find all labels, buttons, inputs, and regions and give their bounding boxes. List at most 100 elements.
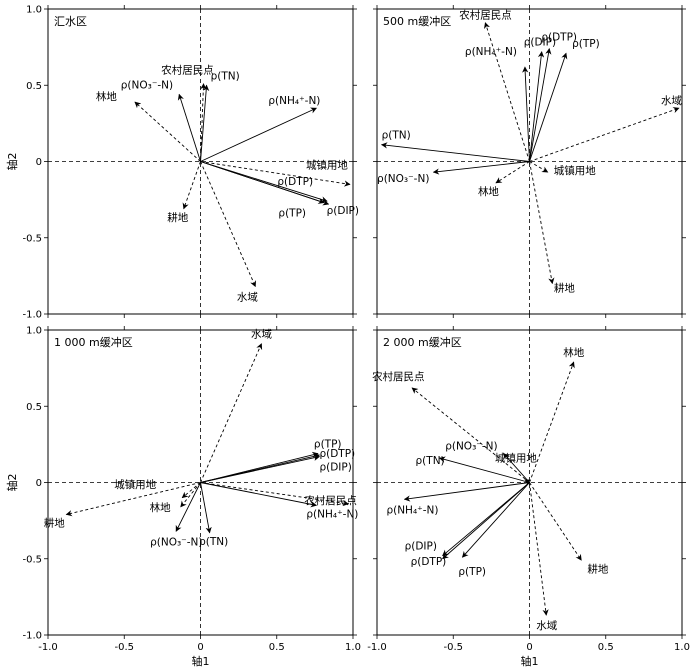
vector-arrow (200, 454, 321, 483)
vector-arrow (65, 482, 201, 517)
x-tick-label: 0.5 (598, 642, 614, 653)
vector-arrow (529, 361, 575, 483)
vector-label: 城镇用地 (554, 164, 596, 177)
vector-arrow (181, 482, 201, 499)
vector-label: ρ(NH₄⁺-N) (386, 504, 438, 516)
vector-label: 耕地 (167, 211, 188, 224)
y-tick-label: 0 (36, 157, 42, 168)
vector-label: ρ(DIP) (319, 462, 351, 474)
vector-arrow (442, 482, 530, 560)
x-tick-label: 0 (197, 642, 203, 653)
panel-3: -1.0-1.0 -0.5 -0.5 0 0 0.5 0.5 1.0 1.0 1 000 m缓冲区… (5, 326, 361, 669)
vector-label: ρ(TP) (572, 38, 600, 50)
vector-arrow (175, 482, 201, 532)
vector-label: ρ(NO₃⁻-N) (150, 536, 202, 548)
vector-arrow (200, 482, 350, 507)
y-tick-label: 0.5 (26, 81, 42, 92)
vector-label: ρ(NO₃⁻-N) (445, 441, 497, 453)
vector-arrow (529, 161, 555, 285)
y-tick-label: 1.0 (26, 5, 42, 16)
vector-arrow (529, 161, 549, 173)
vector-label: ρ(TP) (314, 439, 342, 451)
vector-label: ρ(TN) (416, 455, 445, 467)
vector-arrow (200, 343, 263, 483)
y-axis-label: 轴2 (5, 474, 19, 492)
vector-label: ρ(NH₄⁺-N) (268, 95, 320, 107)
vector-arrow (503, 453, 530, 483)
vector-arrow (200, 482, 212, 534)
panel-title: 汇水区 (54, 15, 87, 28)
y-tick-label: -1.0 (22, 310, 42, 321)
panel-2: 500 m缓冲区 ρ(DIP)ρ(DTP)ρ(TP) ρ(NH₄⁺-N) ρ(TN) ρ… (373, 5, 686, 318)
vector-arrow (200, 83, 207, 162)
vector-arrow (483, 22, 530, 162)
vector-label: ρ(TN) (382, 130, 411, 142)
vector-arrow (200, 107, 317, 162)
vector-label: 水域 (536, 619, 557, 632)
vector-arrow (461, 482, 530, 558)
x-tick-label: -1.0 (38, 642, 58, 653)
vector-arrow (529, 482, 549, 616)
y-axis-label: 轴2 (5, 153, 19, 171)
x-tick-label: -0.5 (443, 642, 463, 653)
x-tick-label: -1.0 (367, 642, 387, 653)
x-tick-label: -0.5 (114, 642, 134, 653)
vector-label: ρ(DTP) (541, 32, 577, 44)
vector-label: ρ(TN) (211, 70, 240, 82)
y-tick-label: 0 (36, 478, 42, 489)
vector-arrow (403, 482, 530, 502)
vector-arrow (134, 101, 201, 162)
vector-arrow (438, 456, 530, 483)
vector-arrow (522, 66, 530, 162)
vector-label: 城镇用地 (114, 478, 156, 491)
vector-label: 耕地 (44, 517, 65, 530)
vector-label: 耕地 (587, 562, 608, 575)
x-tick-label: 1.0 (674, 642, 690, 653)
vector-label: 林地 (96, 90, 117, 103)
y-tick-label: 0.5 (26, 402, 42, 413)
vector-label: 农村居民点 (161, 64, 214, 77)
vector-label: 林地 (478, 185, 499, 198)
x-axis-label: 轴1 (521, 654, 539, 668)
vector-arrow (529, 482, 582, 561)
y-tick-label: -1.0 (22, 631, 42, 642)
vector-arrow (200, 161, 257, 288)
vector-arrow (200, 84, 210, 162)
vector-label: 水域 (661, 94, 682, 107)
vector-label: ρ(TN) (199, 536, 228, 548)
x-axis-label: 轴1 (192, 654, 210, 668)
vector-label: ρ(NH₄⁺-N) (306, 508, 358, 520)
vector-label: ρ(DTP) (319, 448, 355, 460)
vector-label: ρ(TP) (458, 566, 486, 578)
x-tick-label: 0.5 (269, 642, 285, 653)
vector-arrow (495, 161, 530, 184)
vector-label: 林地 (563, 346, 584, 359)
vector-label: ρ(NH₄⁺-N) (465, 46, 517, 58)
vector-arrow (529, 107, 680, 162)
panel-title: 2 000 m缓冲区 (383, 335, 462, 349)
y-tick-label: 1.0 (26, 326, 42, 337)
x-tick-label: 1.0 (345, 642, 361, 653)
vector-label: ρ(NO₃⁻-N) (121, 79, 173, 91)
y-tick-label: -0.5 (22, 233, 42, 244)
vector-label: 城镇用地 (495, 451, 537, 464)
vector-label: ρ(DIP) (524, 37, 556, 49)
x-tick-label: 0 (526, 642, 532, 653)
vector-label: 城镇用地 (306, 158, 348, 171)
vector-label: 水域 (237, 291, 258, 304)
vector-arrow (177, 93, 201, 162)
vector-arrow (529, 51, 545, 162)
vector-label: ρ(NO₃⁻-N) (377, 173, 429, 185)
vector-label: 耕地 (554, 282, 575, 295)
vector-label: 农村居民点 (372, 370, 425, 383)
panel-title: 500 m缓冲区 (383, 14, 451, 28)
vector-label: 农村居民点 (459, 9, 512, 22)
panel-title: 1 000 m缓冲区 (54, 335, 133, 349)
vector-arrow (200, 161, 325, 204)
vector-arrow (529, 48, 552, 162)
vector-arrow (182, 161, 201, 210)
vector-arrow (200, 482, 318, 508)
vector-label: ρ(DTP) (411, 556, 447, 568)
